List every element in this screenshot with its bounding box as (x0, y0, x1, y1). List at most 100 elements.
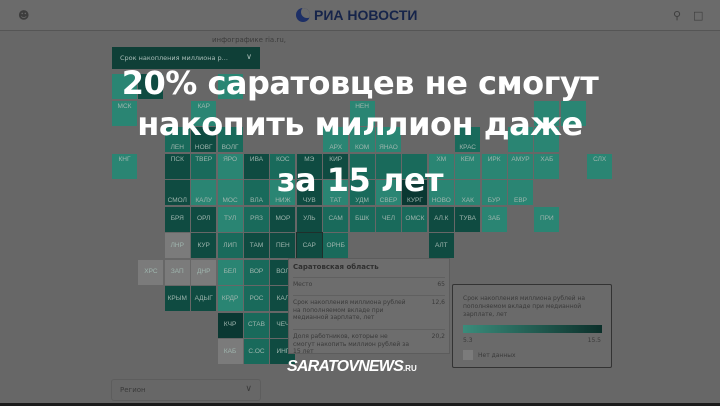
region-tile[interactable]: ЧУВ (296, 180, 322, 205)
region-tile[interactable]: ИРК (481, 153, 507, 179)
region-tile[interactable]: ЧЕЛ (376, 206, 401, 232)
region-tile[interactable]: ЛНР (164, 233, 190, 258)
region-tile[interactable]: КЕМ (455, 153, 481, 179)
metric-dropdown-value: Срок накопления миллиона р... (120, 54, 228, 62)
region-tile[interactable] (217, 74, 243, 99)
region-tile[interactable]: АЛ.К (428, 206, 454, 232)
region-tile[interactable]: НОВГ (191, 127, 217, 152)
legend-gradient (463, 325, 602, 333)
region-tile[interactable]: ИВА (244, 153, 269, 179)
region-tile[interactable]: ТУВА (455, 206, 481, 232)
region-tile[interactable]: КАЛУ (191, 180, 217, 205)
region-dropdown-placeholder: Регион (120, 386, 146, 394)
region-tile[interactable]: ПЕН (270, 233, 296, 258)
region-tile[interactable] (508, 127, 533, 152)
region-tile[interactable]: КНГ (112, 153, 137, 179)
region-tile[interactable]: НОВО (428, 180, 454, 205)
region-tile[interactable]: СВЕР (376, 180, 401, 205)
region-tile[interactable]: СМОЛ (164, 180, 190, 205)
region-tile[interactable]: КРЫМ (164, 286, 190, 311)
ria-logo[interactable]: РИА НОВОСТИ (296, 6, 417, 24)
region-tile[interactable]: ТУЛ (217, 206, 243, 232)
user-icon[interactable]: ☻ (18, 9, 30, 22)
region-tile[interactable] (112, 74, 137, 99)
region-tile[interactable]: УДМ (349, 180, 375, 205)
region-tile[interactable]: С.ОС (244, 339, 269, 364)
region-tile[interactable]: ЯРО (217, 153, 243, 179)
tooltip-row: Место 65 (293, 277, 445, 289)
region-tile[interactable]: АЛТ (428, 233, 454, 258)
region-tile[interactable]: КОС (270, 153, 296, 179)
region-tile[interactable]: ХАБ (534, 153, 560, 179)
region-tile[interactable]: МСК (112, 100, 137, 126)
region-tile[interactable]: ТАМ (244, 233, 269, 258)
legend-no-data: Нет данных (478, 352, 516, 359)
region-tile[interactable] (560, 100, 586, 126)
watermark-suffix: .RU (402, 364, 417, 373)
region-tile[interactable]: КРДР (217, 286, 243, 311)
region-tile[interactable]: КАР (191, 100, 217, 126)
region-tile[interactable]: ТВЕР (191, 153, 217, 179)
region-tile[interactable]: ОРЛ (191, 206, 217, 232)
watermark-logo: SARATOVNEWS.RU (287, 358, 417, 378)
region-tile[interactable]: ХМ (428, 153, 454, 179)
region-tile[interactable]: КУР (191, 233, 217, 258)
region-tile[interactable]: КАБ (217, 339, 243, 364)
region-tile[interactable]: СЛХ (587, 153, 613, 179)
region-tile[interactable]: МОР (270, 206, 296, 232)
chat-icon[interactable]: □ (693, 9, 704, 22)
search-icon[interactable]: ⚲ (673, 9, 682, 22)
region-tile[interactable]: КУРГ (402, 180, 428, 205)
region-tile[interactable]: ПСК (164, 153, 190, 179)
region-tile[interactable]: БЕЛ (217, 259, 243, 285)
region-tile[interactable]: ЯНАО (376, 127, 401, 152)
region-tile[interactable]: УЛЬ (296, 206, 322, 232)
region-tile[interactable]: ДНР (191, 259, 217, 285)
region-tile[interactable]: ПРИ (534, 206, 560, 232)
region-tile[interactable] (402, 153, 428, 179)
region-tile[interactable]: ХАК (455, 180, 481, 205)
region-tile[interactable]: КОМ (349, 127, 375, 152)
region-tile[interactable]: БУР (481, 180, 507, 205)
region-tile[interactable]: ЛЕН (164, 127, 190, 152)
region-tile[interactable] (349, 153, 375, 179)
region-tile[interactable]: САР (295, 232, 323, 259)
region-tile[interactable]: БРЯ (164, 206, 190, 232)
headline-line: накопить миллион даже (137, 105, 583, 143)
region-tile[interactable]: РЯЗ (244, 206, 269, 232)
region-tile[interactable]: ОРНБ (323, 233, 349, 258)
region-tile[interactable]: ЕВР (508, 180, 533, 205)
region-tile[interactable]: КЧР (217, 312, 243, 338)
region-tile[interactable] (376, 153, 401, 179)
metric-dropdown[interactable]: Срок накопления миллиона р... ∨ (112, 47, 260, 69)
region-tile[interactable]: ОМСК (402, 206, 428, 232)
region-tile[interactable]: ВОР (244, 259, 269, 285)
region-tile[interactable]: КИР (323, 153, 349, 179)
region-tile[interactable]: ХРС (138, 259, 164, 285)
region-tile[interactable]: БШК (349, 206, 375, 232)
region-tile[interactable]: НЕН (349, 100, 375, 126)
region-tile[interactable]: НИЖ (270, 180, 296, 205)
region-tile[interactable]: ВОЛГ (217, 127, 243, 152)
region-tile[interactable]: АМУР (508, 153, 533, 179)
site-header: ☻ РИА НОВОСТИ ⚲ □ (0, 0, 720, 31)
region-tile[interactable]: РОС (244, 286, 269, 311)
region-tile[interactable]: ВЛА (244, 180, 269, 205)
region-tooltip: Саратовская область Место 65 Срок накопл… (288, 258, 450, 355)
region-tile[interactable]: ТАТ (323, 180, 349, 205)
region-tile[interactable]: ЗАБ (481, 206, 507, 232)
color-legend: Срок накопления миллиона рублей на попол… (452, 284, 612, 368)
region-tile[interactable]: МЭ (296, 153, 322, 179)
region-tile[interactable]: ЗАП (164, 259, 190, 285)
region-tile[interactable]: МОС (217, 180, 243, 205)
region-tile[interactable] (534, 100, 560, 126)
region-tile[interactable] (534, 127, 560, 152)
region-tile[interactable]: АДЫГ (191, 286, 217, 311)
region-dropdown[interactable]: Регион ∨ (111, 379, 261, 401)
region-tile[interactable]: САМ (323, 206, 349, 232)
region-tile[interactable]: АРХ (323, 127, 349, 152)
region-tile[interactable]: СТАВ (244, 312, 269, 338)
region-tile[interactable] (138, 74, 164, 99)
region-tile[interactable]: ЛИП (217, 233, 243, 258)
region-tile[interactable]: КРАС (455, 127, 481, 152)
